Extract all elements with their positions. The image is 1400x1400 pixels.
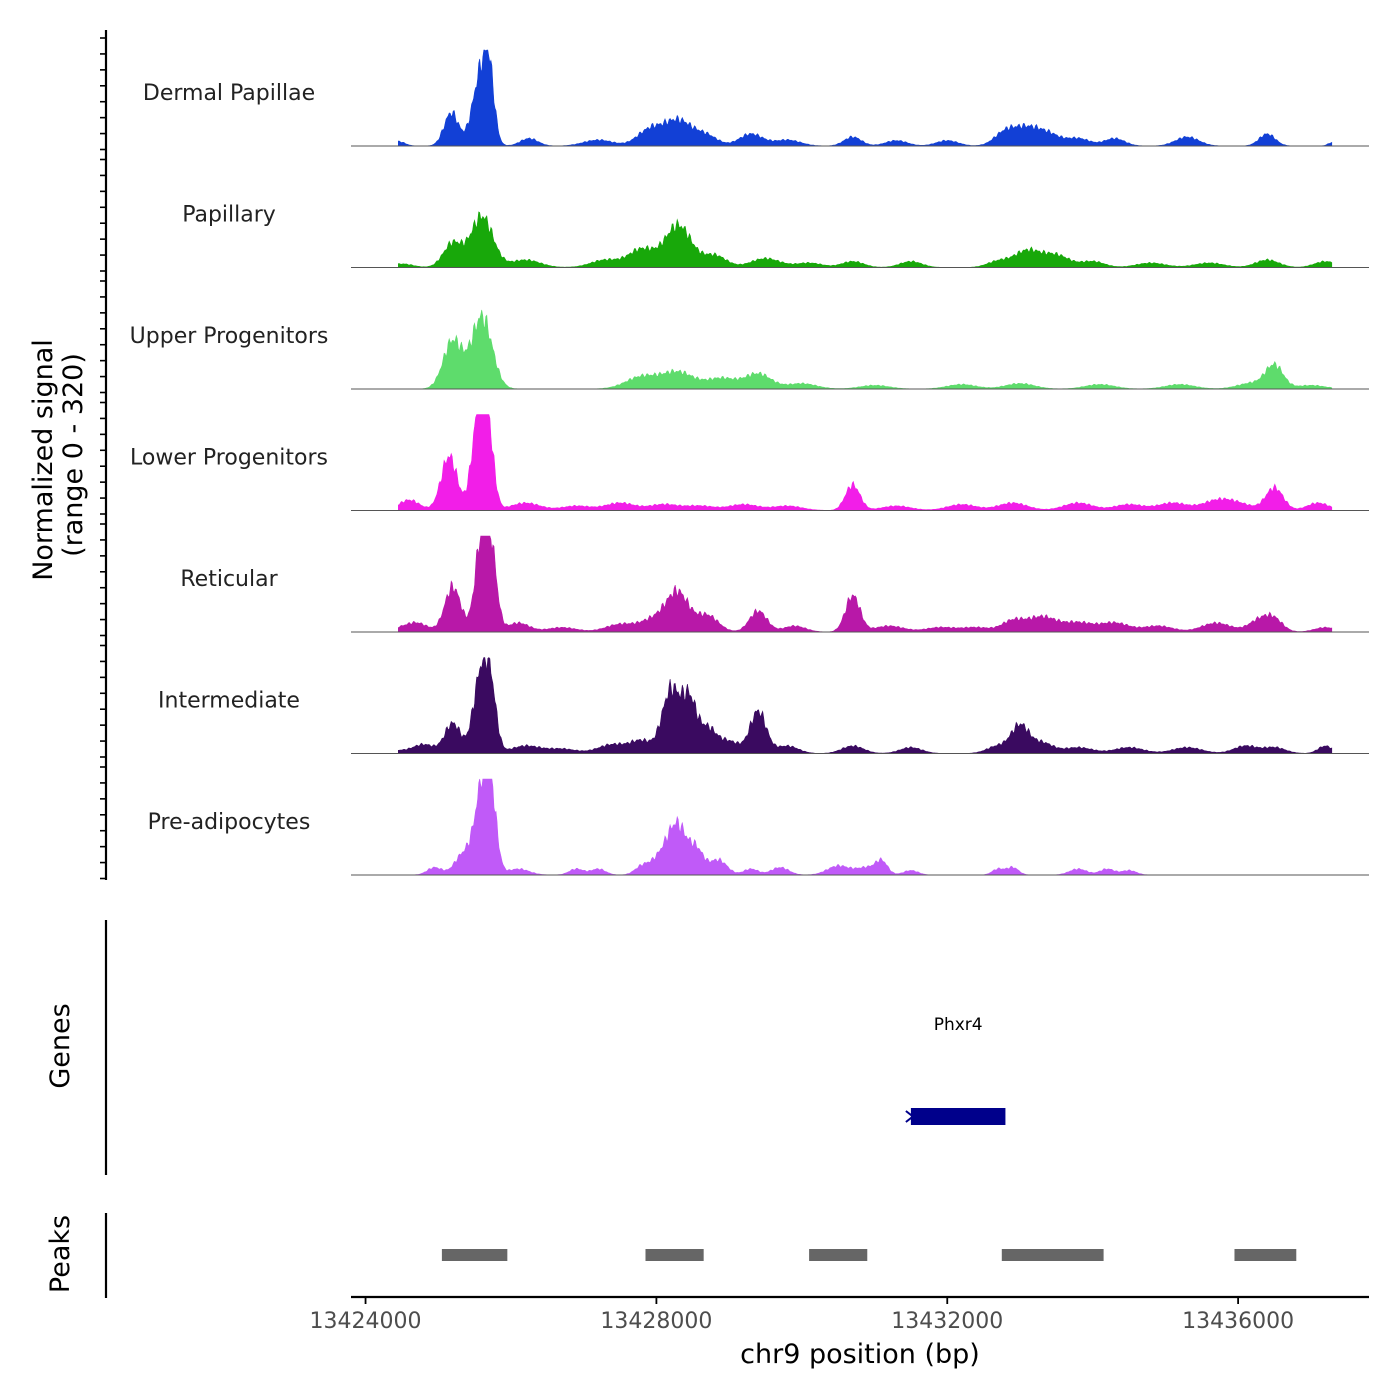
track-2: Papillary xyxy=(182,203,1369,268)
gene-body xyxy=(910,1108,1006,1125)
track-7: Pre-adipocytes xyxy=(148,778,1369,876)
signal-y-ticks xyxy=(100,37,106,880)
signal-area xyxy=(398,535,1333,633)
signal-area xyxy=(398,211,1333,268)
track-1: Dermal Papillae xyxy=(143,49,1369,147)
peak-region xyxy=(809,1249,868,1261)
track-5: Reticular xyxy=(180,535,1369,633)
track-label: Intermediate xyxy=(158,689,300,714)
signal-area xyxy=(398,657,1333,754)
track-label: Pre-adipocytes xyxy=(148,810,311,835)
signal-area xyxy=(398,49,1333,147)
x-tick-label: 13432000 xyxy=(891,1309,1003,1334)
signal-area xyxy=(398,778,1332,876)
peak-track xyxy=(441,1249,1297,1261)
x-tick-label: 13428000 xyxy=(600,1309,712,1334)
track-4: Lower Progenitors xyxy=(130,414,1369,511)
peak-region xyxy=(441,1249,508,1261)
signal-area xyxy=(398,309,1333,390)
signal-area xyxy=(398,414,1333,511)
strand-arrow-icon xyxy=(905,1110,915,1123)
peak-region xyxy=(645,1249,704,1261)
track-label: Dermal Papillae xyxy=(143,81,315,106)
y-axis-range: (range 0 - 320) xyxy=(58,353,89,557)
x-tick-label: 13424000 xyxy=(310,1309,422,1334)
signal-tracks: Dermal Papillae Papillary Upper Progenitor… xyxy=(130,49,1369,876)
track-label: Reticular xyxy=(180,567,278,592)
x-tick-label: 13436000 xyxy=(1182,1309,1294,1334)
genes-axis-title: Genes xyxy=(45,1003,76,1088)
peak-region xyxy=(1234,1249,1297,1261)
track-6: Intermediate xyxy=(158,657,1369,754)
track-label: Papillary xyxy=(182,203,276,228)
y-axis-title: Normalized signal xyxy=(28,339,59,581)
peak-region xyxy=(1001,1249,1104,1261)
gene-track: Phxr4 xyxy=(905,1015,1006,1125)
x-axis-title: chr9 position (bp) xyxy=(740,1339,980,1370)
gene-label: Phxr4 xyxy=(934,1015,983,1035)
x-axis-ticks: 13424000 13428000 13432000 13436000 xyxy=(310,1297,1294,1334)
peaks-axis-title: Peaks xyxy=(45,1215,76,1293)
track-label: Lower Progenitors xyxy=(130,446,328,471)
track-3: Upper Progenitors xyxy=(130,309,1369,390)
gene-phxr4: Phxr4 xyxy=(905,1015,1006,1125)
track-label: Upper Progenitors xyxy=(130,324,329,349)
